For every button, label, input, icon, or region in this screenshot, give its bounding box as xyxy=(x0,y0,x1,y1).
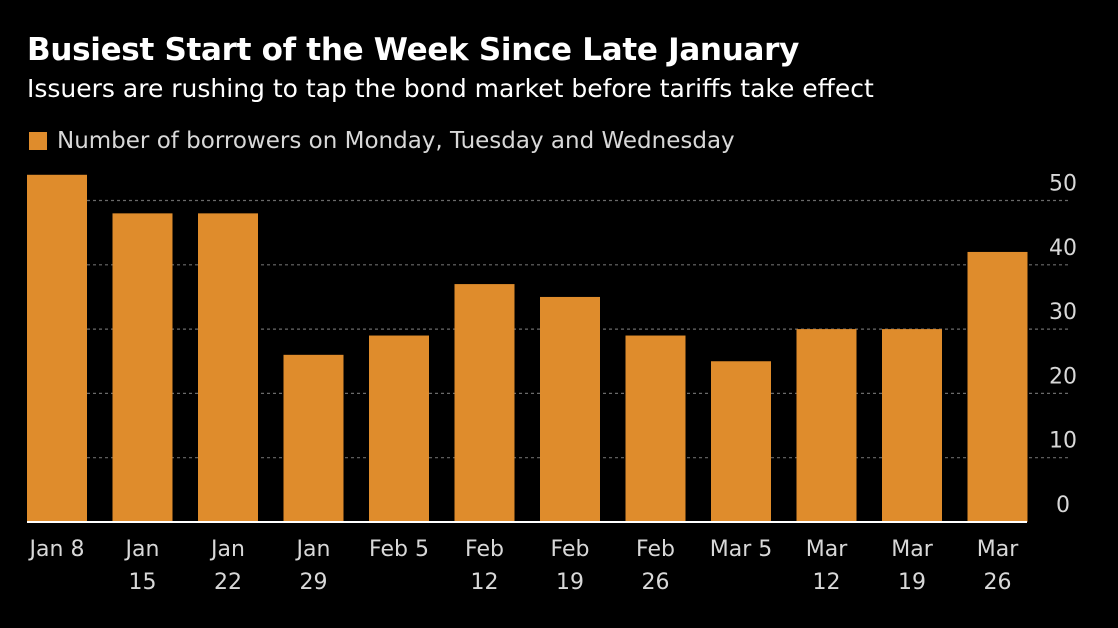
bar xyxy=(625,335,686,522)
legend-swatch xyxy=(29,132,47,150)
x-tick-label: Mar xyxy=(977,537,1019,562)
bar xyxy=(540,296,600,522)
legend-label: Number of borrowers on Monday, Tuesday a… xyxy=(57,128,735,154)
x-tick-label: 22 xyxy=(214,570,242,595)
y-tick-label: 40 xyxy=(1049,236,1077,261)
x-tick-label: 19 xyxy=(898,570,926,595)
x-tick-label: Feb 5 xyxy=(369,537,429,562)
chart-title: Busiest Start of the Week Since Late Jan… xyxy=(27,32,799,68)
x-tick-label: 15 xyxy=(129,570,157,595)
x-tick-label: Mar xyxy=(891,537,933,562)
y-tick-label: 50 xyxy=(1049,172,1077,197)
bar xyxy=(882,329,942,522)
x-tick-label: Mar xyxy=(806,537,848,562)
y-tick-label: 10 xyxy=(1049,429,1077,454)
x-tick-label: 19 xyxy=(556,570,584,595)
x-tick-label: Mar 5 xyxy=(710,537,773,562)
y-tick-label: 20 xyxy=(1049,364,1077,389)
x-tick-label: Feb xyxy=(465,537,504,562)
x-tick-label: Feb xyxy=(551,537,590,562)
x-tick-label: 26 xyxy=(984,570,1012,595)
bar xyxy=(454,284,515,522)
bars xyxy=(27,174,1028,523)
y-axis-ticks: 0 10 20 30 40 50 xyxy=(1049,172,1077,519)
x-tick-label: Jan 8 xyxy=(28,537,85,562)
bar xyxy=(283,354,344,522)
x-tick-label: 29 xyxy=(300,570,328,595)
x-axis-ticks: Jan 8 Jan 15 Jan 22 Jan 29 Feb 5 Feb 12 Feb 19 Feb 26… xyxy=(28,537,1020,595)
x-tick-label: Jan xyxy=(124,537,160,562)
bar xyxy=(796,329,857,522)
bar xyxy=(711,361,771,522)
x-tick-label: Feb xyxy=(636,537,675,562)
legend: Number of borrowers on Monday, Tuesday a… xyxy=(29,128,735,154)
bar xyxy=(27,174,87,522)
x-tick-label: 12 xyxy=(471,570,499,595)
y-tick-label: 30 xyxy=(1049,300,1077,325)
x-tick-label: 26 xyxy=(642,570,670,595)
bar xyxy=(112,213,173,523)
x-tick-label: 12 xyxy=(813,570,841,595)
bar xyxy=(369,335,429,522)
bar xyxy=(198,213,258,523)
bar xyxy=(967,251,1028,522)
x-tick-label: Jan xyxy=(295,537,331,562)
x-tick-label: Jan xyxy=(209,537,245,562)
y-tick-label: 0 xyxy=(1056,493,1070,518)
chart-subtitle: Issuers are rushing to tap the bond mark… xyxy=(27,74,874,103)
